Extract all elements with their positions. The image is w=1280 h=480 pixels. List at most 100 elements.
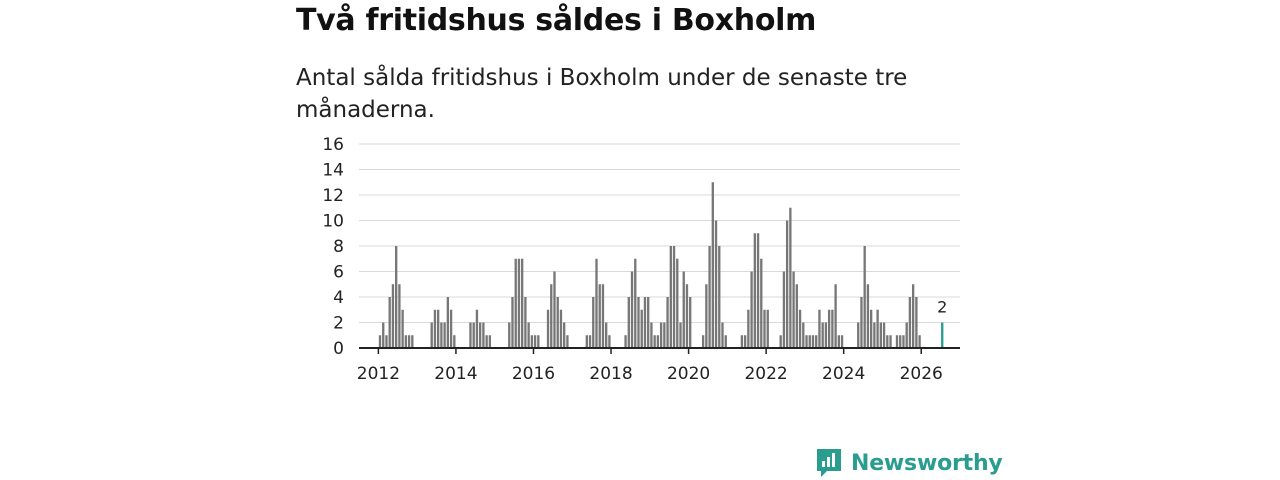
bars — [378, 182, 944, 348]
bar — [395, 246, 398, 348]
bar — [433, 309, 437, 348]
y-tick-label: 16 — [322, 135, 344, 155]
bar — [908, 297, 912, 348]
bar — [401, 309, 404, 348]
bar — [592, 297, 595, 348]
bar-latest — [941, 322, 944, 348]
y-tick-label: 12 — [322, 186, 344, 206]
brand-logo: Newsworthy — [815, 446, 1003, 480]
bar — [511, 297, 514, 348]
bar — [430, 322, 433, 348]
bar — [601, 284, 605, 348]
y-tick-label: 8 — [333, 237, 344, 257]
bar — [527, 322, 530, 348]
bar — [808, 335, 811, 348]
bar — [840, 335, 844, 348]
bar — [508, 322, 511, 348]
bar — [647, 297, 650, 348]
bar — [533, 335, 537, 348]
bar — [815, 335, 818, 348]
bar — [388, 297, 391, 348]
brand-name: Newsworthy — [851, 450, 1003, 476]
bar — [724, 335, 727, 348]
bar — [827, 309, 831, 348]
y-tick-label: 6 — [333, 263, 344, 283]
bar — [869, 309, 873, 348]
bar — [643, 297, 647, 348]
bar — [624, 335, 627, 348]
y-tick-label: 4 — [333, 288, 344, 308]
bar — [918, 335, 921, 348]
bar — [650, 322, 653, 348]
x-tick-label: 2020 — [667, 364, 710, 384]
bar — [485, 335, 488, 348]
bar — [679, 322, 682, 348]
bar — [556, 297, 559, 348]
bar — [708, 246, 711, 348]
bar — [627, 297, 630, 348]
bar — [798, 309, 802, 348]
bar — [750, 271, 753, 348]
bar — [756, 233, 760, 348]
bar — [553, 271, 556, 348]
bar — [714, 220, 718, 348]
bar — [482, 322, 485, 348]
y-tick-label: 2 — [333, 314, 344, 334]
bar — [588, 335, 592, 348]
bar — [530, 335, 534, 348]
bar — [785, 220, 789, 348]
bar — [763, 309, 766, 348]
axes — [359, 347, 960, 354]
bar — [391, 284, 395, 348]
bar — [385, 335, 388, 348]
bar — [863, 246, 866, 348]
bar — [747, 309, 750, 348]
bar — [782, 271, 786, 348]
bar — [663, 322, 666, 348]
bar — [563, 322, 566, 348]
x-tick-label: 2016 — [512, 364, 555, 384]
x-tick-label: 2018 — [589, 364, 632, 384]
bar — [802, 322, 805, 348]
bar — [475, 309, 479, 348]
bar — [404, 335, 408, 348]
bar — [608, 335, 611, 348]
bar — [659, 322, 663, 348]
gridlines — [359, 143, 960, 323]
chart-subtitle: Antal sålda fritidshus i Boxholm under d… — [296, 65, 908, 123]
bar — [521, 258, 524, 348]
bar — [514, 258, 517, 348]
bar — [837, 335, 840, 348]
bar — [905, 322, 908, 348]
x-tick-label: 2024 — [822, 364, 865, 384]
bar — [866, 284, 870, 348]
bar — [902, 335, 905, 348]
x-tick-label: 2014 — [434, 364, 477, 384]
x-tick-label: 2012 — [357, 364, 400, 384]
bar — [824, 322, 828, 348]
bar — [440, 322, 443, 348]
bar — [666, 297, 669, 348]
bar — [821, 322, 824, 348]
bar — [630, 271, 634, 348]
bar — [753, 233, 756, 348]
bar — [472, 322, 475, 348]
bar — [711, 182, 714, 348]
bar — [834, 284, 837, 348]
bar — [818, 309, 821, 348]
bar — [669, 246, 672, 348]
bar — [637, 297, 640, 348]
bar — [446, 297, 450, 348]
bar — [656, 335, 660, 348]
labels: 0 2 4 6 8 10 12 14 16 2 2012 2014 2016 2018 2020 2022 20… — [322, 135, 947, 384]
bar — [857, 322, 860, 348]
bar — [899, 335, 902, 348]
bar — [860, 297, 863, 348]
bar — [873, 322, 876, 348]
bar — [566, 335, 569, 348]
bar — [718, 246, 721, 348]
bar — [598, 284, 601, 348]
latest-value-label: 2 — [937, 298, 947, 317]
bar — [634, 258, 637, 348]
bar — [546, 309, 550, 348]
